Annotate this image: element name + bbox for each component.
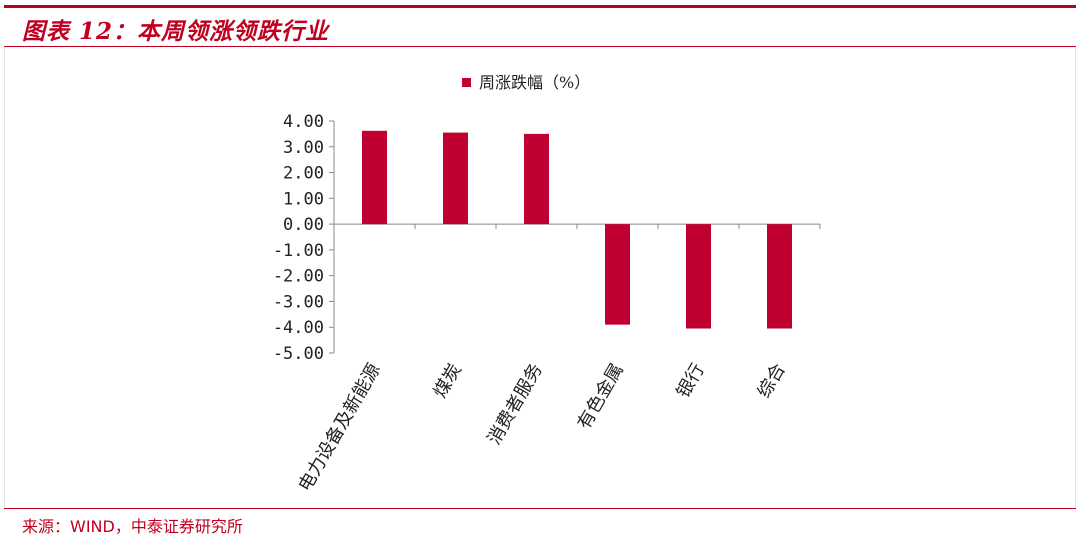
category-label: 有色金属 (574, 360, 628, 433)
y-tick-label: -1.00 (273, 241, 324, 261)
chart-frame (4, 47, 1076, 508)
y-tick-label: -5.00 (273, 344, 324, 364)
category-label: 消费者服务 (484, 360, 547, 448)
bars (362, 130, 792, 329)
legend-swatch (462, 78, 471, 87)
bar (443, 132, 468, 225)
y-tick-label: 2.00 (283, 164, 324, 184)
y-tick-label: -2.00 (273, 267, 324, 287)
category-label: 综合 (754, 360, 790, 402)
bar (686, 224, 711, 329)
x-axis (333, 223, 821, 230)
bar (362, 130, 387, 225)
y-tick-label: 1.00 (283, 189, 324, 209)
category-label: 电力设备及新能源 (295, 360, 385, 495)
y-tick-label: 0.00 (283, 215, 324, 235)
y-tick-label: -3.00 (273, 292, 324, 312)
category-label: 煤炭 (430, 360, 466, 402)
footer-rule (4, 508, 1076, 509)
header-rule (4, 46, 1076, 47)
category-label: 银行 (673, 360, 709, 402)
legend-label: 周涨跌幅（%） (479, 73, 590, 92)
y-tick-label: 3.00 (283, 138, 324, 158)
source-note: 来源：WIND，中泰证券研究所 (22, 517, 243, 536)
figure-title: 图表 12：本周领涨领跌行业 (22, 18, 330, 45)
y-tick-label: 4.00 (283, 112, 324, 132)
y-axis: 4.00 3.00 2.00 1.00 0.00 -1.00 -2.00 -3.00 -4.00… (273, 112, 335, 364)
bar (605, 224, 630, 325)
top-rule (4, 5, 1076, 8)
bar (524, 133, 549, 225)
y-tick-label: -4.00 (273, 318, 324, 338)
legend: 周涨跌幅（%） (462, 73, 590, 92)
category-labels: 电力设备及新能源 煤炭 消费者服务 有色金属 银行 综合 (295, 360, 790, 495)
bar (767, 224, 792, 329)
